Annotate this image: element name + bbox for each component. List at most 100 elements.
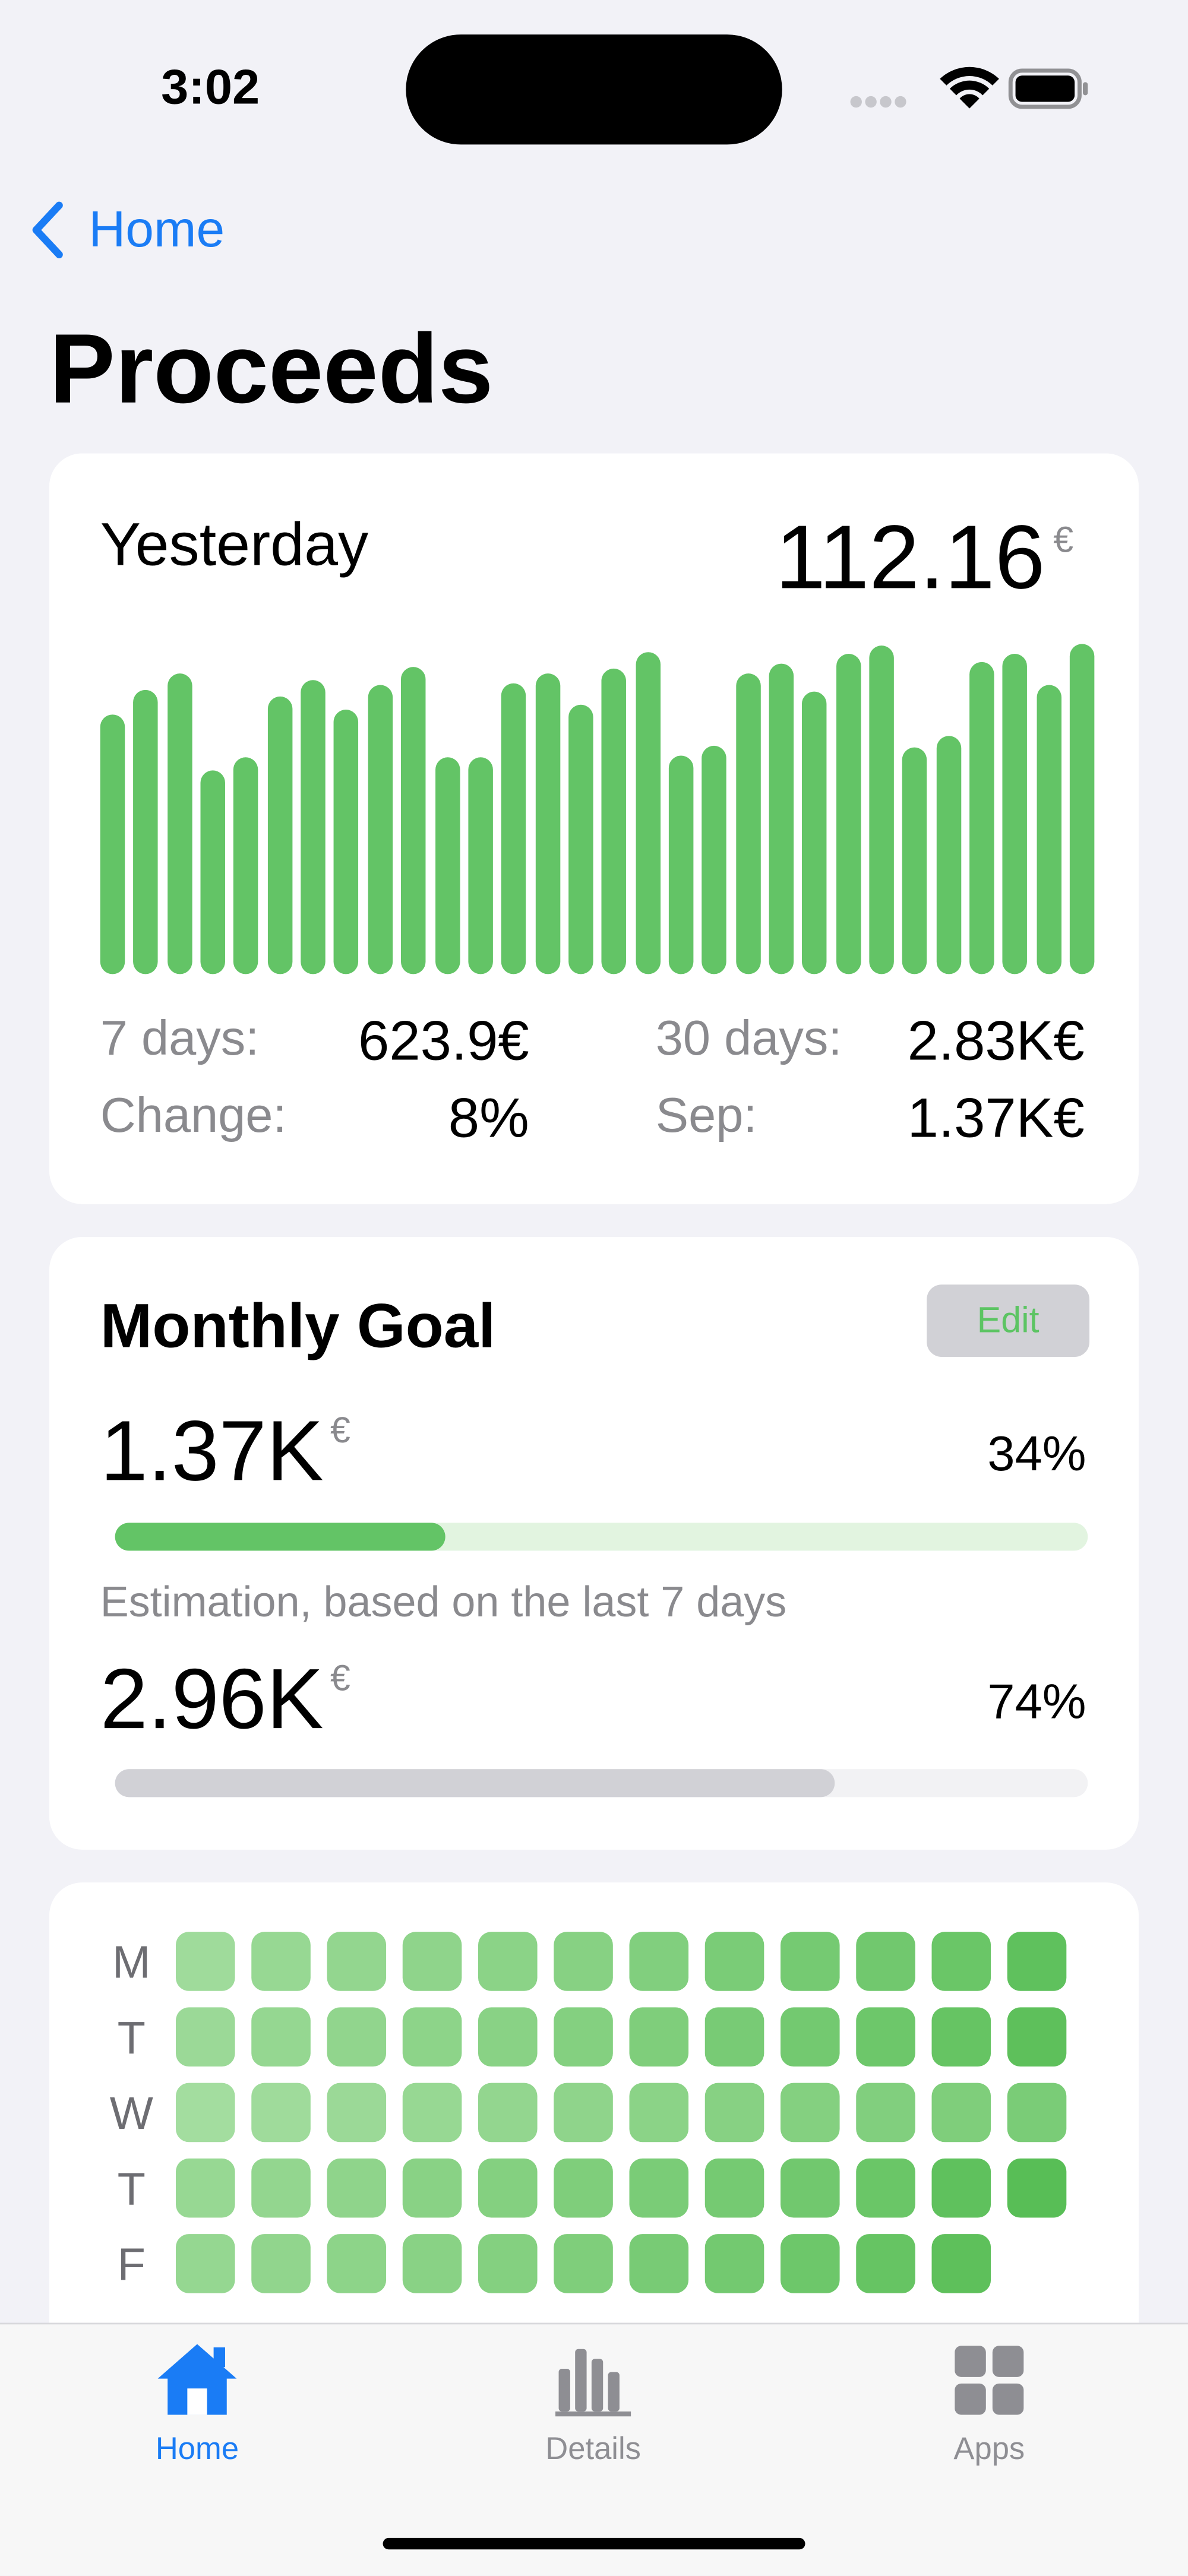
heat-cell [402, 1932, 462, 1991]
heat-cell [175, 1932, 235, 1991]
stat-label: Change: [100, 1089, 287, 1144]
stat-value: 623.9€ [358, 1010, 529, 1073]
heat-cell [175, 2158, 235, 2218]
heat-cell [1007, 1932, 1067, 1991]
bar [702, 745, 727, 974]
stat-label: 7 days: [100, 1012, 260, 1067]
bar [635, 652, 660, 974]
bar [100, 714, 125, 974]
heat-cell [554, 2158, 613, 2218]
heat-cell [704, 2158, 764, 2218]
stat-value: 2.83K€ [907, 1010, 1085, 1073]
heat-cell [931, 2234, 991, 2293]
dynamic-island [406, 34, 782, 145]
back-button[interactable]: Home [89, 200, 225, 258]
heat-cell [251, 2083, 311, 2143]
heat-cell [931, 1932, 991, 1991]
heat-cell [931, 2007, 991, 2067]
tab-label[interactable]: Details [545, 2432, 641, 2467]
bar [1036, 685, 1061, 974]
currency: € [1053, 519, 1074, 561]
bar [568, 704, 593, 974]
heat-cell [478, 2234, 538, 2293]
heat-cell [327, 2007, 387, 2067]
bar [836, 653, 861, 974]
stat-label: Sep: [655, 1089, 757, 1144]
heat-cell [554, 2083, 613, 2143]
back-chevron[interactable] [26, 200, 69, 260]
status-time: 3:02 [161, 61, 260, 115]
heat-cell [704, 2083, 764, 2143]
heat-cell [856, 1932, 915, 1991]
day-label: T [117, 2163, 146, 2214]
goal-amount: 2.96K [100, 1652, 324, 1748]
heat-cell [629, 2083, 689, 2143]
bar [802, 691, 827, 974]
heat-cell [856, 2158, 915, 2218]
heat-cell [780, 2234, 840, 2293]
heat-cell [554, 2234, 613, 2293]
edit-button[interactable]: Edit [927, 1284, 1090, 1357]
heat-cell [402, 2007, 462, 2067]
heat-cell [251, 2158, 311, 2218]
bar [467, 757, 493, 974]
bar [1003, 653, 1028, 974]
bar [501, 683, 526, 974]
heat-cell [175, 2234, 235, 2293]
bar [334, 710, 359, 974]
heat-cell [327, 2234, 387, 2293]
progress-fill [115, 1769, 835, 1797]
heat-cell [478, 1932, 538, 1991]
home-indicator [383, 2537, 805, 2550]
details-icon[interactable] [555, 2346, 631, 2418]
estimation-note: Estimation, based on the last 7 days [100, 1577, 787, 1626]
bar [769, 663, 794, 974]
day-label: W [109, 2087, 153, 2139]
currency: € [330, 1657, 350, 1699]
heat-cell [856, 2083, 915, 2143]
bar [401, 667, 426, 974]
heat-cell [251, 2007, 311, 2067]
heat-cell [1007, 2083, 1067, 2143]
bar [434, 757, 460, 974]
tab-label[interactable]: Home [155, 2432, 239, 2467]
bar [969, 662, 994, 974]
heat-cell [704, 2234, 764, 2293]
heat-cell [175, 2083, 235, 2143]
bar [134, 689, 159, 974]
heat-cell [554, 1932, 613, 1991]
heat-cell [402, 2083, 462, 2143]
heat-cell [780, 2083, 840, 2143]
apps-icon[interactable] [955, 2346, 1024, 2415]
bar [902, 747, 928, 974]
heat-cell [629, 2234, 689, 2293]
yesterday-label: Yesterday [100, 511, 369, 578]
currency: € [330, 1409, 350, 1451]
heat-cell [402, 2234, 462, 2293]
heat-cell [780, 2158, 840, 2218]
heat-cell [327, 1932, 387, 1991]
bar [668, 755, 694, 974]
yesterday-amount: 112.16 [775, 506, 1045, 608]
heat-cell [327, 2158, 387, 2218]
goal-title: Monthly Goal [100, 1293, 496, 1362]
heat-cell [704, 2007, 764, 2067]
bar [301, 680, 326, 974]
heat-cell [780, 1932, 840, 1991]
day-label: M [112, 1936, 151, 1988]
heat-cell [251, 2234, 311, 2293]
stat-value: 1.37K€ [907, 1087, 1085, 1150]
heat-cell [478, 2007, 538, 2067]
tab-label[interactable]: Apps [953, 2432, 1025, 2467]
heat-cell [931, 2158, 991, 2218]
home-icon[interactable] [154, 2339, 240, 2418]
heat-cell [1007, 2158, 1067, 2218]
heat-cell [402, 2158, 462, 2218]
heat-cell [251, 1932, 311, 1991]
bar [936, 736, 961, 974]
goal-amount: 1.37K [100, 1404, 324, 1500]
heat-cell [629, 2158, 689, 2218]
bar [233, 757, 259, 974]
